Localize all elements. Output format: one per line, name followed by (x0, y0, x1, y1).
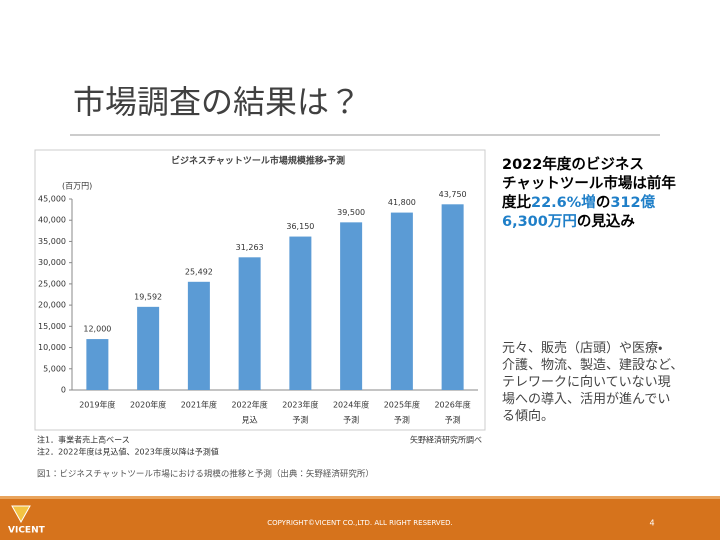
x-tick-label: 2021年度 (181, 400, 217, 410)
slide-title: 市場調査の結果は？ (73, 83, 361, 121)
footer-accent (0, 496, 720, 499)
x-tick-sublabel: 予測 (343, 415, 359, 425)
body-line: 元々、販売（店頭）や医療・ (502, 341, 663, 356)
value-label: 39,500 (337, 208, 365, 217)
source: 矢野経済研究所調べ (410, 435, 482, 445)
headline-segment: の見込み (576, 214, 635, 230)
bar (390, 212, 413, 390)
value-label: 25,492 (185, 267, 213, 276)
note: 注1．事業者売上高ベース (37, 435, 130, 445)
headline-segment: 度比 (502, 195, 531, 211)
headline-line: 6,300万円の見込み (502, 213, 676, 232)
chart-caption: 図1：ビジネスチャットツール市場における規模の推移と予測（出典：矢野経済研究所） (37, 469, 374, 480)
value-label: 19,592 (134, 292, 162, 301)
headline-segment: 312億 (610, 195, 656, 211)
y-tick-label: 5,000 (43, 364, 66, 373)
value-label: 12,000 (83, 325, 111, 334)
headline-segment: チャットツール市場は前年 (502, 176, 676, 192)
chart-title: ビジネスチャットツール市場規模推移・予測 (171, 155, 345, 167)
y-tick-label: 10,000 (38, 343, 66, 352)
x-tick-label: 2019年度 (79, 400, 115, 410)
headline-segment: 22.6%増 (531, 195, 596, 211)
body-line: る傾向。 (502, 409, 555, 424)
x-tick-label: 2025年度 (384, 400, 420, 410)
copyright: COPYRIGHT©VICENT CO.,LTD. ALL RIGHT RESE… (267, 519, 453, 527)
headline-segment: 2022年度のビジネス (502, 157, 644, 173)
value-label: 43,750 (439, 190, 467, 199)
x-tick-label: 2020年度 (130, 400, 166, 410)
bar (137, 306, 160, 390)
y-tick-label: 30,000 (38, 258, 66, 267)
x-tick-sublabel: 予測 (292, 415, 308, 425)
y-tick-label: 25,000 (38, 279, 66, 288)
bar (238, 257, 261, 390)
y-tick-label: 40,000 (38, 216, 66, 225)
x-tick-label: 2023年度 (282, 400, 318, 410)
footer-bar (0, 499, 720, 540)
value-label: 41,800 (388, 198, 416, 207)
note: 注2．2022年度は見込値、2023年度以降は予測値 (37, 447, 219, 457)
page-number: 4 (649, 519, 654, 528)
bar (187, 281, 210, 390)
value-label: 36,150 (286, 222, 314, 231)
y-tick-label: 45,000 (38, 195, 66, 204)
body-line: テレワークに向いていない現 (502, 375, 671, 390)
logo-mark (11, 505, 31, 524)
bar (441, 204, 464, 390)
headline-line: 度比22.6%増の312億 (502, 194, 676, 213)
headline-line: 2022年度のビジネス (502, 156, 676, 175)
headline-segment: の (595, 195, 611, 211)
body-text: 元々、販売（店頭）や医療・介護、物流、製造、建設など、 テレワークに向いていない現… (502, 340, 683, 425)
bar (340, 222, 363, 390)
bar (289, 236, 312, 390)
headline-line: チャットツール市場は前年 (502, 175, 676, 194)
logo-text: VICENT (8, 526, 46, 536)
x-tick-sublabel: 予測 (445, 415, 461, 425)
body-line: 場への導入、活用が進んでい (502, 392, 671, 407)
body-line: 介護、物流、製造、建設など、 (502, 358, 684, 373)
x-tick-label: 2022年度 (231, 400, 267, 410)
y-tick-label: 20,000 (38, 301, 66, 310)
headline: 2022年度のビジネス チャットツール市場は前年 度比22.6%増の312億 6,30… (502, 156, 676, 232)
x-tick-label: 2024年度 (333, 400, 369, 410)
x-tick-sublabel: 予測 (394, 415, 410, 425)
headline-segment: 6,300万円 (502, 214, 577, 230)
x-tick-label: 2026年度 (434, 400, 470, 410)
y-tick-label: 0 (61, 386, 66, 395)
y-unit-label: (百万円) (62, 182, 92, 191)
y-tick-label: 35,000 (38, 237, 66, 246)
y-tick-label: 15,000 (38, 322, 66, 331)
x-tick-sublabel: 見込 (242, 416, 258, 425)
bar (86, 339, 109, 390)
value-label: 31,263 (236, 243, 264, 252)
